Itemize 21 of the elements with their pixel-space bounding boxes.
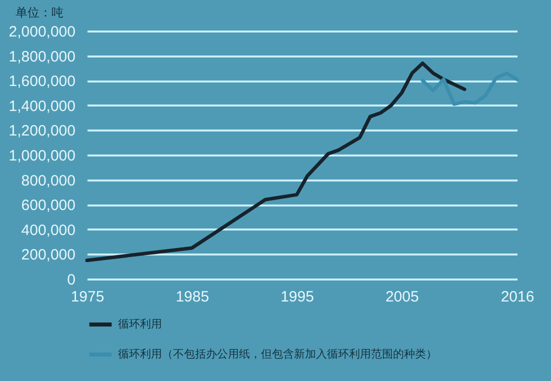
y-tick-label: 400,000 (21, 222, 76, 239)
y-tick-label: 0 (67, 272, 76, 288)
y-tick-label: 1,400,000 (8, 98, 76, 115)
x-tick-label: 1975 (70, 288, 104, 306)
x-tick-label: 2005 (385, 288, 419, 306)
legend-label: 循环利用（不包括办公用纸，但包含新加入循环利用范围的种类） (118, 348, 437, 360)
y-tick-label: 2,000,000 (8, 24, 76, 40)
line-series (420, 71, 519, 106)
legend-label: 循环利用 (118, 318, 162, 330)
y-tick-label: 1,000,000 (8, 148, 76, 164)
x-tick-label: 1995 (280, 288, 314, 306)
y-tick-label: 200,000 (21, 246, 76, 264)
y-tick-label: 600,000 (21, 197, 76, 214)
x-tick-label: 2016 (500, 288, 534, 306)
y-tick-label: 1,200,000 (8, 122, 76, 140)
y-tick-label: 1,600,000 (8, 73, 76, 90)
x-tick-label: 1985 (176, 288, 210, 306)
line-series (85, 61, 466, 262)
y-tick-label: 1,800,000 (8, 48, 76, 66)
y-tick-label: 800,000 (21, 172, 76, 190)
y-axis-title: 单位：吨 (16, 6, 64, 20)
